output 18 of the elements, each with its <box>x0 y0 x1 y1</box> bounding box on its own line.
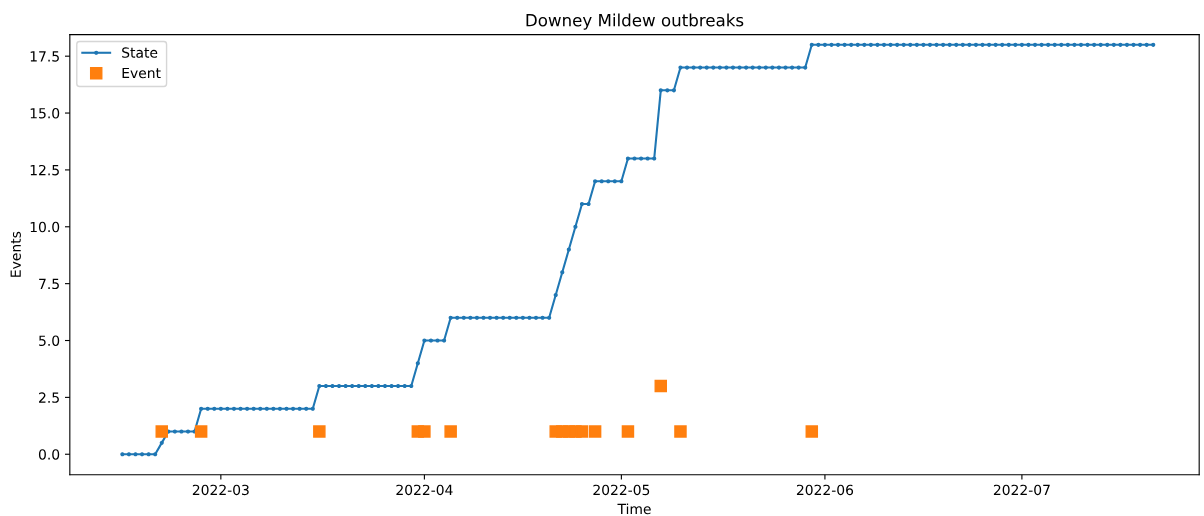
x-tick-label: 2022-06 <box>796 484 854 496</box>
y-axis-title: Events <box>10 231 21 277</box>
y-tick-label: 15.0 <box>30 108 60 119</box>
y-tick-label: 0.0 <box>38 449 60 460</box>
x-axis-title: Time <box>617 503 651 515</box>
x-tick-label: 2022-07 <box>993 484 1050 496</box>
y-tick-label: 10.0 <box>30 221 60 233</box>
chart-title: Downey Mildew outbreaks <box>526 13 744 30</box>
y-tick-label: 17.5 <box>30 51 59 62</box>
y-tick-label: 5.0 <box>39 335 60 346</box>
legend-label: State <box>122 47 158 58</box>
y-tick-label: 2.5 <box>39 392 59 403</box>
x-tick-label: 2022-04 <box>396 484 453 496</box>
y-tick-label: 12.5 <box>30 164 59 176</box>
x-tick-label: 2022-05 <box>593 484 650 496</box>
legend-label: Event <box>122 67 161 79</box>
y-tick-label: 7.5 <box>39 278 59 290</box>
x-tick-label: 2022-03 <box>192 484 249 496</box>
